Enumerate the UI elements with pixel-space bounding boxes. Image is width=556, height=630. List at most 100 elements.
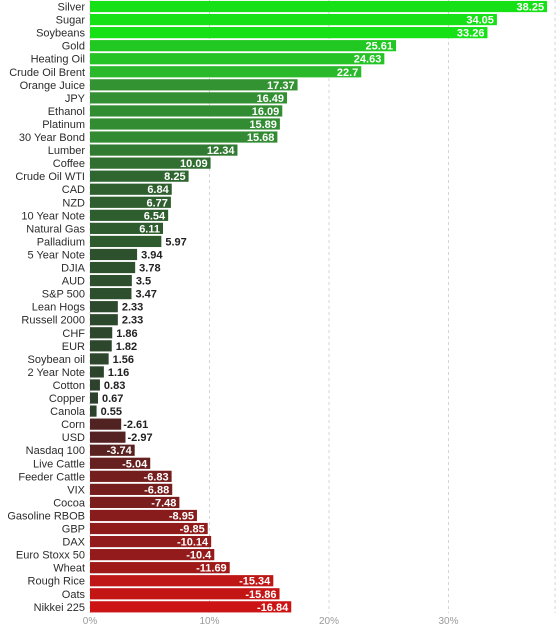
value-label: 8.25 bbox=[164, 171, 185, 183]
bar bbox=[90, 53, 385, 65]
bar bbox=[90, 483, 173, 495]
bar bbox=[90, 470, 172, 482]
value-label: 34.05 bbox=[466, 15, 494, 27]
category-label: Lean Hogs bbox=[32, 302, 86, 314]
value-label: 1.86 bbox=[116, 328, 137, 340]
value-label: -5.04 bbox=[122, 458, 148, 470]
category-label: Cotton bbox=[53, 380, 85, 392]
bar bbox=[90, 353, 109, 365]
category-label: Wheat bbox=[53, 563, 85, 575]
x-tick-label: 20% bbox=[319, 616, 339, 627]
x-tick-label: 0% bbox=[83, 616, 98, 627]
bar bbox=[90, 301, 118, 313]
bar bbox=[90, 170, 189, 182]
bar bbox=[90, 248, 138, 261]
value-label: -2.61 bbox=[123, 419, 148, 431]
value-label: 16.49 bbox=[257, 93, 285, 105]
bar bbox=[90, 509, 197, 522]
bar bbox=[90, 562, 230, 574]
bar bbox=[90, 157, 211, 169]
category-label: Oats bbox=[62, 589, 86, 601]
bar bbox=[90, 209, 169, 221]
bar bbox=[90, 575, 274, 587]
value-label: 6.77 bbox=[146, 197, 167, 209]
category-label: 10 Year Note bbox=[21, 210, 85, 222]
category-label: VIX bbox=[67, 484, 85, 496]
category-label: Natural Gas bbox=[26, 223, 85, 235]
x-tick-label: 30% bbox=[438, 616, 458, 627]
bar bbox=[90, 340, 112, 352]
value-label: 0.67 bbox=[102, 393, 123, 405]
category-label: DAX bbox=[62, 537, 85, 549]
category-label: S&P 500 bbox=[42, 289, 85, 301]
value-labels: 38.2534.0533.2625.6124.6322.717.3716.491… bbox=[101, 2, 545, 614]
bar bbox=[90, 13, 497, 26]
category-label: Live Cattle bbox=[33, 458, 85, 470]
value-label: 0.55 bbox=[101, 406, 122, 418]
category-label: Feeder Cattle bbox=[18, 471, 85, 483]
bar bbox=[90, 196, 171, 208]
value-label: 6.11 bbox=[139, 223, 160, 235]
bar bbox=[90, 222, 164, 234]
bar bbox=[90, 261, 136, 274]
category-label: Gasoline RBOB bbox=[7, 510, 85, 522]
value-label: 1.82 bbox=[116, 341, 137, 353]
bar bbox=[90, 588, 280, 600]
category-label: Crude Oil Brent bbox=[9, 67, 85, 79]
bar bbox=[90, 235, 162, 248]
value-label: 1.16 bbox=[108, 367, 129, 379]
category-label: Corn bbox=[61, 419, 85, 431]
value-label: -15.86 bbox=[245, 589, 276, 601]
value-label: 5.97 bbox=[165, 236, 186, 248]
bar bbox=[90, 314, 118, 326]
category-label: Euro Stoxx 50 bbox=[16, 550, 85, 562]
category-label: Lumber bbox=[48, 145, 86, 157]
category-label: Soybean oil bbox=[28, 354, 86, 366]
value-label: -9.85 bbox=[180, 524, 205, 536]
value-label: 2.33 bbox=[122, 315, 143, 327]
bar bbox=[90, 288, 132, 300]
category-label: Soybeans bbox=[36, 28, 85, 40]
value-label: -3.74 bbox=[107, 445, 133, 457]
bar bbox=[90, 535, 212, 548]
value-label: 10.09 bbox=[180, 158, 208, 170]
bar bbox=[90, 405, 97, 417]
x-axis-ticks: 0% 10% 20% 30% bbox=[83, 616, 459, 627]
value-label: 3.78 bbox=[139, 263, 160, 275]
value-label: 33.26 bbox=[457, 28, 485, 40]
value-label: 3.5 bbox=[136, 276, 151, 288]
value-label: -7.48 bbox=[151, 497, 176, 509]
category-label: Russell 2000 bbox=[21, 315, 85, 327]
bar bbox=[90, 105, 283, 117]
bar bbox=[90, 601, 292, 613]
bar bbox=[90, 274, 132, 287]
bar bbox=[90, 66, 362, 78]
category-label: Silver bbox=[57, 2, 85, 14]
bar bbox=[90, 0, 548, 13]
category-label: Sugar bbox=[56, 15, 86, 27]
value-label: 22.7 bbox=[337, 67, 358, 79]
category-label: Cocoa bbox=[53, 497, 86, 509]
value-label: 6.54 bbox=[144, 210, 166, 222]
category-label: 5 Year Note bbox=[28, 249, 86, 261]
value-label: 38.25 bbox=[517, 2, 545, 14]
value-label: 15.68 bbox=[247, 132, 275, 144]
category-label: GBP bbox=[62, 524, 85, 536]
bar bbox=[90, 549, 215, 561]
value-label: -11.69 bbox=[196, 563, 227, 575]
bar bbox=[90, 40, 397, 52]
value-label: -8.95 bbox=[169, 510, 194, 522]
category-label: Heating Oil bbox=[31, 54, 85, 66]
category-label: Nasdaq 100 bbox=[26, 445, 85, 457]
category-label: Coffee bbox=[53, 158, 85, 170]
category-label: Rough Rice bbox=[28, 576, 85, 588]
category-label: Crude Oil WTI bbox=[15, 171, 85, 183]
bar bbox=[90, 431, 126, 443]
bar bbox=[90, 496, 180, 509]
bar bbox=[90, 144, 238, 156]
value-label: 0.83 bbox=[104, 380, 125, 392]
value-label: -16.84 bbox=[257, 602, 289, 614]
category-label: Nikkei 225 bbox=[34, 602, 85, 614]
